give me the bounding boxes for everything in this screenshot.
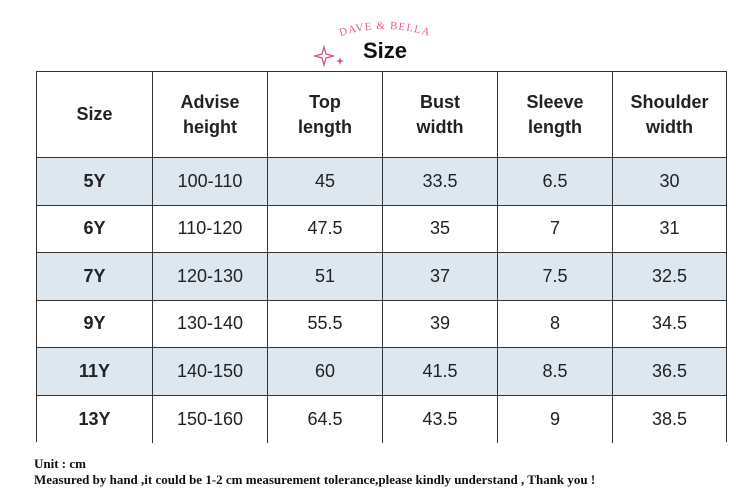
table-cell: 140-150 — [153, 348, 268, 396]
header-cell: Bust width — [383, 72, 498, 158]
table-cell: 31 — [613, 205, 726, 253]
table-cell: 120-130 — [153, 253, 268, 301]
sparkle — [336, 57, 344, 65]
table-cell: 64.5 — [268, 395, 383, 443]
table-cell: 7.5 — [498, 253, 613, 301]
header-text: Shoulder — [630, 91, 709, 112]
table-cell: 7Y — [37, 253, 153, 301]
table-cell: 36.5 — [613, 348, 726, 396]
table-cell: 7 — [498, 205, 613, 253]
header-cell: Size — [37, 72, 153, 158]
table-cell: 9 — [498, 395, 613, 443]
table-cell: 6Y — [37, 205, 153, 253]
sparkle — [312, 44, 336, 68]
table-cell: 51 — [268, 253, 383, 301]
table-cell: 8.5 — [498, 348, 613, 396]
brand: DAVE & BELLA — [338, 20, 432, 39]
header-art: DAVE & BELLA — [312, 20, 432, 68]
header-text: length — [298, 116, 352, 137]
tolerance-note: Measured by hand ,it could be 1-2 cm mea… — [34, 472, 596, 487]
table-cell: 43.5 — [383, 395, 498, 443]
header-text: Bust — [420, 91, 460, 112]
header-text: width — [646, 116, 693, 137]
header-cell: Shoulder width — [613, 72, 726, 158]
table-cell: 47.5 — [268, 205, 383, 253]
table-cell: 130-140 — [153, 300, 268, 348]
brand-text: DAVE & BELLA — [338, 20, 431, 39]
header-text: Advise — [180, 91, 240, 112]
table-cell: 55.5 — [268, 300, 383, 348]
size-table: Size Advise height Top length Bust width Sleeve… — [36, 71, 727, 443]
header-cell: Top length — [268, 72, 383, 158]
table-cell: 9Y — [37, 300, 153, 348]
table-cell: 8 — [498, 300, 613, 348]
table-cell: 30 — [613, 158, 726, 206]
table-cell: 100-110 — [153, 158, 268, 206]
title: Size — [362, 38, 408, 63]
header-text: Sleeve — [526, 91, 584, 112]
header-text: Top — [309, 91, 341, 112]
table-cell: 34.5 — [613, 300, 726, 348]
table-cell: 60 — [268, 348, 383, 396]
table-cell: 35 — [383, 205, 498, 253]
unit-note: Unit : cm — [34, 456, 86, 471]
table-cell: 11Y — [37, 348, 153, 396]
header-text: height — [183, 116, 237, 137]
header-text: length — [528, 116, 582, 137]
header-text: Size — [76, 104, 113, 124]
header-text: width — [416, 116, 464, 137]
header-cell: Sleeve length — [498, 72, 613, 158]
table-cell: 6.5 — [498, 158, 613, 206]
table-cell: 13Y — [37, 395, 153, 443]
table-cell: 150-160 — [153, 395, 268, 443]
table-cell: 39 — [383, 300, 498, 348]
header-cell: Advise height — [153, 72, 268, 158]
table-cell: 32.5 — [613, 253, 726, 301]
table-cell: 110-120 — [153, 205, 268, 253]
table-cell: 38.5 — [613, 395, 726, 443]
table-cell: 37 — [383, 253, 498, 301]
table-cell: 33.5 — [383, 158, 498, 206]
table-cell: 5Y — [37, 158, 153, 206]
table-cell: 41.5 — [383, 348, 498, 396]
table-cell: 45 — [268, 158, 383, 206]
